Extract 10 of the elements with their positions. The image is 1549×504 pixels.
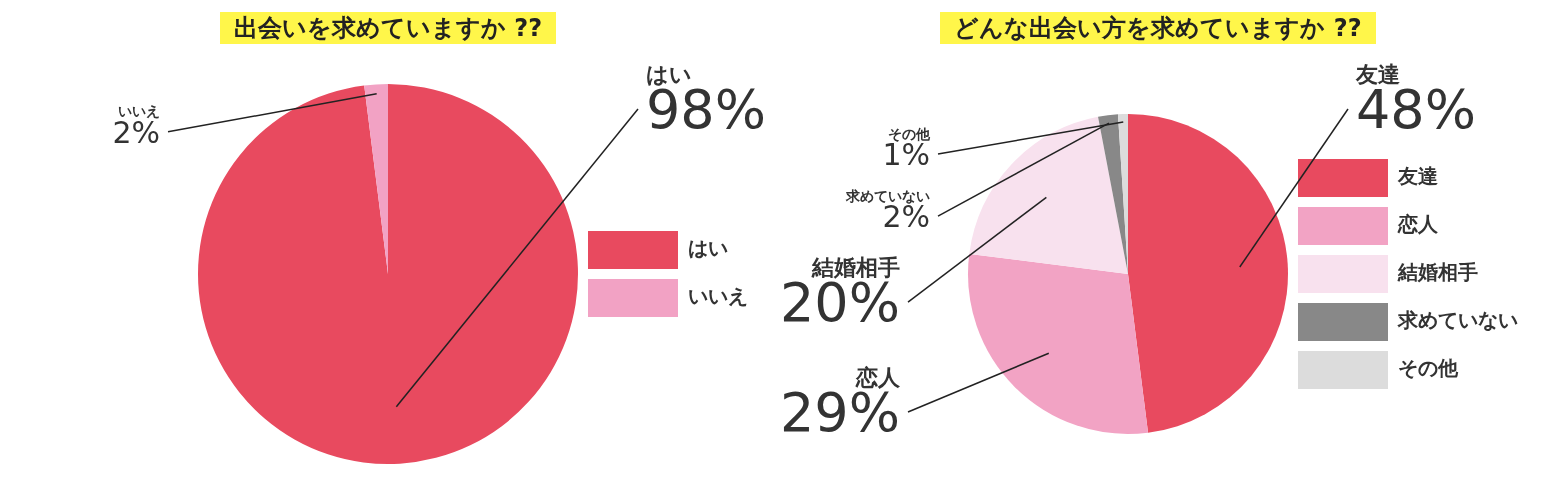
legend-label: 恋人 (1397, 212, 1439, 237)
legend-label: はい (688, 236, 728, 261)
chart-title: どんな出会い方を求めていますか ?? (940, 12, 1376, 44)
legend-label: 求めていない (1397, 308, 1518, 333)
slice-label: 求めていない (845, 187, 930, 204)
legend-label: 友達 (1397, 164, 1438, 189)
legend-label: いいえ (688, 284, 748, 309)
legend-label: その他 (1398, 356, 1459, 381)
chart-title: 出会いを求めていますか ?? (219, 12, 557, 44)
legend-label: 結婚相手 (1397, 260, 1478, 285)
